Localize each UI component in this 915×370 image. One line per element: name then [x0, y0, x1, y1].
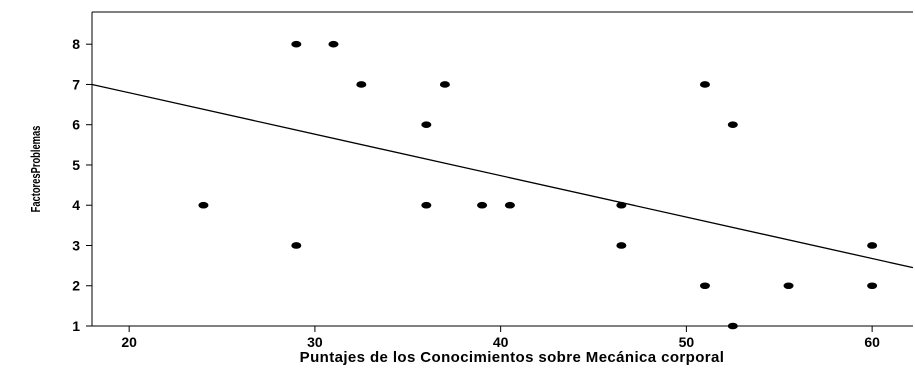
x-tick-label: 50 — [679, 334, 695, 350]
data-points — [198, 40, 878, 330]
data-point — [291, 40, 302, 48]
x-tick-label: 30 — [307, 334, 323, 350]
y-tick-label: 1 — [72, 318, 80, 334]
data-point — [356, 81, 367, 88]
x-axis-title: Puntajes de los Conocimientos sobre Mecá… — [300, 349, 725, 366]
y-axis-title: FactoresProblemas — [30, 126, 44, 213]
data-point — [328, 40, 339, 48]
x-tick-label: 20 — [121, 334, 137, 350]
data-point — [421, 121, 432, 129]
data-point — [504, 201, 515, 209]
data-point — [616, 242, 627, 249]
x-ticks: 20 30 40 50 60 — [121, 326, 880, 350]
data-point — [727, 322, 738, 330]
y-tick-label: 7 — [72, 76, 80, 92]
x-tick-label: 60 — [864, 334, 880, 350]
y-tick-label: 3 — [72, 237, 80, 253]
y-tick-label: 5 — [72, 157, 80, 173]
y-tick-label: 6 — [72, 117, 80, 133]
data-point — [727, 121, 738, 129]
data-point — [198, 201, 209, 209]
y-tick-label: 8 — [72, 36, 80, 52]
fit-line — [91, 83, 914, 269]
data-point — [421, 201, 432, 209]
data-point — [783, 282, 794, 290]
y-ticks: 1 2 3 4 5 6 7 8 — [72, 36, 92, 334]
data-point — [477, 201, 488, 209]
data-point — [699, 282, 710, 290]
data-point — [291, 242, 302, 249]
plot-frame — [91, 11, 913, 327]
data-point — [439, 81, 450, 88]
data-point — [616, 201, 627, 209]
y-tick-label: 2 — [72, 278, 80, 294]
fit-line-group — [91, 83, 914, 269]
data-point — [867, 282, 878, 290]
data-point — [867, 242, 878, 249]
x-tick-label: 40 — [493, 334, 509, 350]
data-point — [699, 81, 710, 88]
y-tick-label: 4 — [72, 197, 80, 213]
